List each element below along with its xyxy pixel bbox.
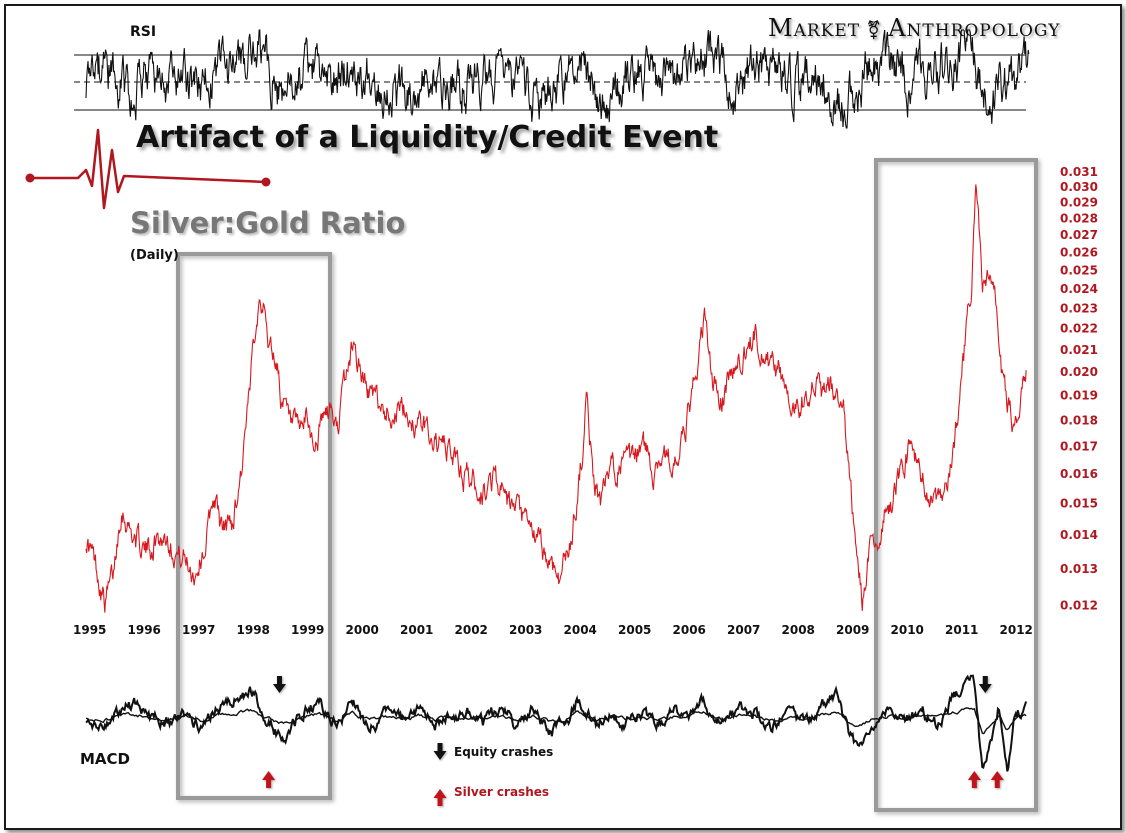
x-tick-label: 2002 — [455, 623, 488, 637]
x-tick-label: 2010 — [891, 623, 924, 637]
equity-crash-arrow-icon — [978, 676, 992, 693]
silver-crash-arrow-icon — [990, 771, 1004, 788]
y-tick-label: 0.028 — [1060, 212, 1098, 226]
y-tick-label: 0.014 — [1060, 528, 1098, 542]
x-tick-label: 1998 — [237, 623, 270, 637]
x-tick-label: 2004 — [564, 623, 597, 637]
y-tick-label: 0.012 — [1060, 599, 1098, 613]
x-tick-label: 2000 — [346, 623, 379, 637]
brand-logo: Market ⚧ Anthropology — [768, 14, 1060, 42]
x-tick-label: 1997 — [182, 623, 215, 637]
y-tick-label: 0.021 — [1060, 343, 1098, 357]
x-tick-label: 2008 — [782, 623, 815, 637]
x-tick-label: 2003 — [509, 623, 542, 637]
brand-right: Anthropology — [888, 14, 1061, 42]
y-tick-label: 0.022 — [1060, 322, 1098, 336]
legend-silver-crashes: Silver crashes — [454, 785, 550, 799]
y-tick-label: 0.024 — [1060, 282, 1098, 296]
x-tick-label: 2012 — [1000, 623, 1033, 637]
x-tick-label: 1999 — [291, 623, 324, 637]
chart-frame — [4, 4, 1122, 830]
y-tick-label: 0.031 — [1060, 165, 1098, 179]
heartbeat-dot-right-icon — [261, 177, 271, 187]
brand-left: Market — [768, 14, 861, 42]
x-tick-label: 2001 — [400, 623, 433, 637]
x-tick-label: 2009 — [836, 623, 869, 637]
legend-silver-arrow-icon — [433, 789, 447, 806]
x-tick-label: 1995 — [73, 623, 106, 637]
x-tick-label: 2006 — [673, 623, 706, 637]
y-tick-label: 0.029 — [1060, 196, 1098, 210]
highlight-box-1997-1999 — [176, 252, 332, 800]
macd-panel-label: MACD — [80, 750, 130, 768]
y-tick-label: 0.017 — [1060, 439, 1098, 453]
rsi-line — [85, 29, 1030, 129]
y-tick-label: 0.027 — [1060, 228, 1098, 242]
x-tick-label: 2011 — [945, 623, 978, 637]
brand-separator-icon: ⚧ — [866, 20, 883, 41]
macd-line — [85, 674, 1028, 772]
y-tick-label: 0.019 — [1060, 389, 1098, 403]
highlight-box-2009-2012 — [874, 158, 1038, 812]
chart-subtitle: Silver:Gold Ratio — [130, 206, 406, 240]
y-tick-label: 0.023 — [1060, 301, 1098, 315]
silver-gold-ratio-line — [85, 184, 1027, 613]
y-tick-label: 0.026 — [1060, 245, 1098, 259]
y-tick-label: 0.030 — [1060, 180, 1098, 194]
legend-equity-crashes: Equity crashes — [454, 745, 554, 759]
x-tick-label: 2007 — [727, 623, 760, 637]
x-tick-label: 2005 — [618, 623, 651, 637]
silver-crash-arrow-icon — [262, 771, 276, 788]
page-title: Artifact of a Liquidity/Credit Event — [136, 120, 719, 155]
silver-crash-arrow-icon — [967, 771, 981, 788]
heartbeat-icon — [30, 128, 267, 210]
equity-crash-arrow-icon — [272, 676, 286, 693]
y-tick-label: 0.015 — [1060, 497, 1098, 511]
heartbeat-dot-left-icon — [25, 173, 35, 183]
legend-equity-arrow-icon — [433, 743, 447, 760]
macd-signal-line — [85, 707, 1027, 735]
frequency-label: (Daily) — [130, 248, 179, 263]
rsi-panel-label: RSI — [130, 24, 157, 40]
y-tick-label: 0.025 — [1060, 263, 1098, 277]
y-tick-label: 0.013 — [1060, 562, 1098, 576]
y-tick-label: 0.016 — [1060, 467, 1098, 481]
x-tick-label: 1996 — [128, 623, 161, 637]
y-tick-label: 0.018 — [1060, 413, 1098, 427]
y-tick-label: 0.020 — [1060, 365, 1098, 379]
